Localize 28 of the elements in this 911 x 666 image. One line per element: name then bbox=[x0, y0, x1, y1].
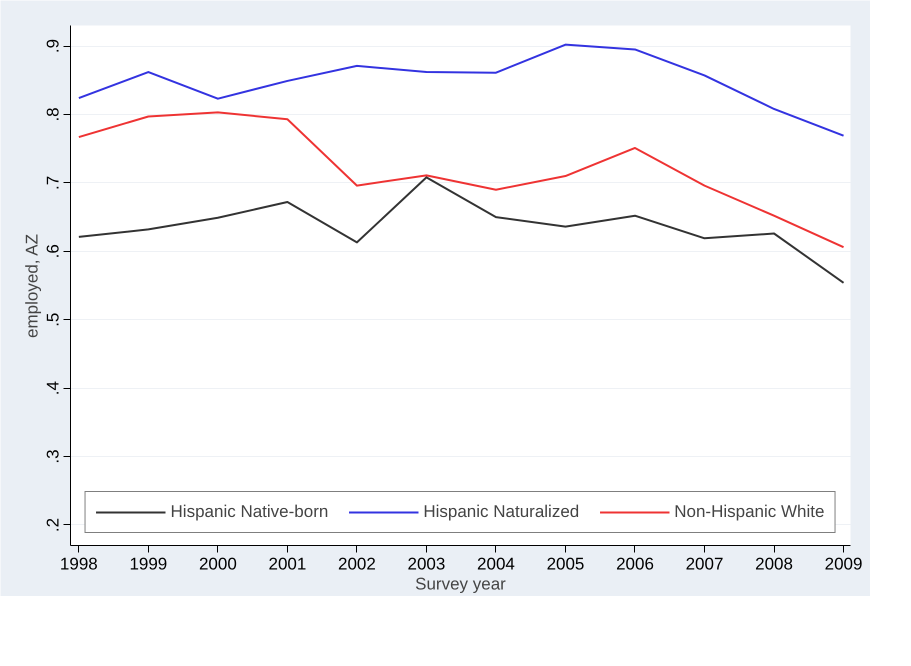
x-tick-label: 2001 bbox=[268, 554, 306, 574]
x-tick-label: 1999 bbox=[129, 554, 168, 574]
x-axis-title: Survey year bbox=[415, 574, 506, 594]
y-tick-label: .4 bbox=[44, 381, 62, 396]
line-series bbox=[78, 44, 845, 137]
x-tick-label: 2007 bbox=[686, 554, 724, 574]
x-tick-label: 2004 bbox=[477, 554, 515, 574]
y-tick-label: .9 bbox=[44, 38, 62, 54]
x-tick-label: 2009 bbox=[824, 554, 862, 574]
x-tick-label: 2003 bbox=[408, 554, 446, 574]
x-tick-label: 2006 bbox=[616, 554, 654, 574]
x-tick-label: 2008 bbox=[755, 554, 793, 574]
x-tick-label: 1998 bbox=[60, 554, 98, 574]
x-tick-label: 2005 bbox=[546, 554, 584, 574]
y-tick-label: .3 bbox=[44, 449, 62, 464]
line-series bbox=[78, 111, 845, 248]
y-tick-label: .8 bbox=[44, 107, 62, 122]
legend-label: Non-Hispanic White bbox=[674, 502, 824, 522]
y-tick-label: .5 bbox=[44, 312, 62, 327]
line-series bbox=[78, 176, 845, 284]
y-tick-label: .6 bbox=[44, 244, 62, 258]
x-tick-label: 2002 bbox=[338, 554, 376, 574]
legend-label: Hispanic Native-born bbox=[170, 502, 328, 522]
y-tick-label: .2 bbox=[44, 518, 62, 532]
y-axis-title: employed, AZ bbox=[22, 234, 42, 338]
legend-label: Hispanic Naturalized bbox=[423, 502, 580, 522]
y-tick-label: .7 bbox=[44, 176, 62, 190]
x-tick-label: 2000 bbox=[198, 554, 237, 574]
